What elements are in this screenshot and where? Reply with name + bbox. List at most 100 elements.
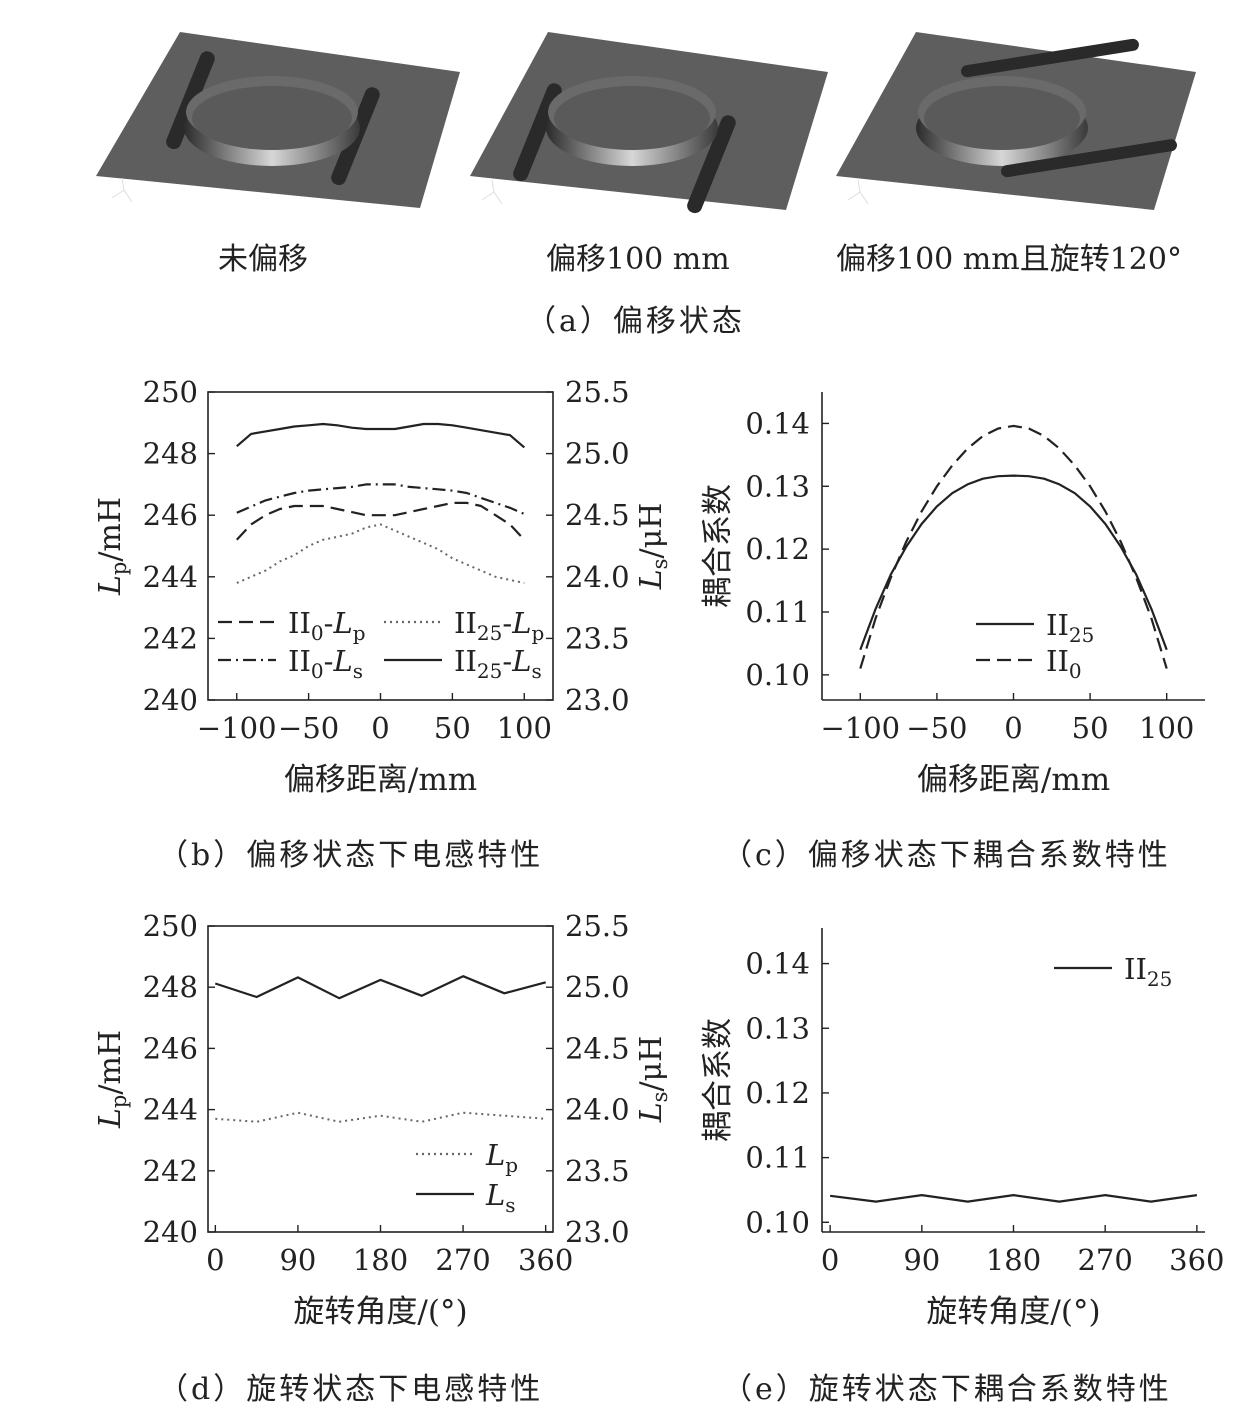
- legend-b-1-label-part: L: [511, 606, 531, 640]
- caption-e: （e）旋转状态下耦合系数特性: [722, 1372, 1172, 1407]
- x-tick-label: 50: [434, 711, 471, 745]
- y-right-tick-label: 24.0: [565, 1093, 630, 1127]
- series-line-II25-Lp: [236, 523, 525, 584]
- legend-c-1-label: II0: [1046, 644, 1082, 683]
- legend-d-0-label-part: L: [485, 1138, 505, 1172]
- y-left-title-sub: p: [107, 1095, 131, 1108]
- x-tick-label: −50: [278, 711, 339, 745]
- y-right-tick-label: 24.5: [565, 1031, 630, 1065]
- y-left-tick-label: 242: [143, 621, 198, 655]
- coil-render-2: [470, 32, 828, 214]
- y-right-title-var: L: [634, 569, 669, 590]
- panel-a-label-3: 偏移100 mm且旋转120°: [836, 242, 1182, 277]
- y-left-tick-label: 248: [143, 970, 198, 1004]
- y-right-tick-label: 23.5: [565, 621, 630, 655]
- legend-c-0-label-part: 25: [1069, 623, 1094, 647]
- legend-b-2-label-part: L: [332, 644, 352, 678]
- legend-b-2-label-part: s: [353, 659, 363, 683]
- legend-b-3-label: II25-Ls: [454, 644, 542, 683]
- y-right-tick-label: 25.0: [565, 970, 630, 1004]
- y-right-tick-label: 23.5: [565, 1154, 630, 1188]
- y-left-tick-label: 244: [143, 1093, 198, 1127]
- legend-b-0-label-part: 0: [311, 621, 324, 645]
- y-left-tick-label: 240: [143, 1215, 198, 1249]
- panel-a-label-1: 未偏移: [218, 242, 308, 277]
- x-tick-label: 180: [353, 1243, 408, 1277]
- series-line-II25-Ls: [236, 422, 526, 449]
- y-right-tick-label: 25.0: [565, 437, 630, 471]
- y-axis-title: 耦合系数: [700, 1018, 736, 1142]
- legend-b-0-label-part: p: [353, 621, 366, 645]
- coil-render-3: [836, 32, 1196, 210]
- y-tick-label: 0.14: [745, 406, 810, 440]
- legend-b-3-label-part: 25: [477, 659, 502, 683]
- x-tick-label: 0: [821, 1243, 839, 1277]
- y-right-title-var: L: [634, 1102, 669, 1123]
- x-axis-title: 旋转角度/(°): [926, 1294, 1100, 1330]
- x-tick-label: 360: [1169, 1243, 1224, 1277]
- y-right-tick-label: 23.0: [565, 683, 630, 717]
- legend-b-1-label-part: II: [454, 606, 477, 640]
- legend-d-1-label-part: L: [485, 1178, 505, 1212]
- y-right-title-sub: s: [648, 559, 672, 570]
- x-tick-label: 100: [1139, 711, 1194, 745]
- y-tick-label: 0.11: [745, 1141, 810, 1175]
- y-right-axis-title: Ls/μH: [634, 503, 672, 590]
- legend-d-0-label-part: p: [505, 1153, 518, 1177]
- panel-a-label-2: 偏移100 mm: [546, 242, 730, 277]
- y-left-axis-title: Lp/mH: [93, 497, 131, 596]
- legend-c-0-label: II25: [1046, 608, 1094, 647]
- x-tick-label: 0: [371, 711, 389, 745]
- caption-d: （d）旋转状态下电感特性: [158, 1372, 544, 1407]
- series-line-II25: [859, 474, 1168, 651]
- legend-b-0-label: II0-Lp: [288, 606, 366, 645]
- legend-d-1-label-part: s: [505, 1193, 515, 1217]
- legend-b-1-label-part: 25: [477, 621, 502, 645]
- y-left-title-var: L: [93, 575, 128, 596]
- legend-c-1-label-part: II: [1046, 644, 1069, 678]
- legend-b-1-label: II25-Lp: [454, 606, 544, 645]
- legend-e-0-label: II25: [1124, 952, 1172, 991]
- y-left-tick-label: 250: [143, 909, 198, 943]
- y-tick-label: 0.10: [745, 1205, 810, 1239]
- legend-e-0-label-part: 25: [1147, 967, 1172, 991]
- y-tick-label: 0.14: [745, 947, 810, 981]
- legend-b-2-label: II0-Ls: [288, 644, 363, 683]
- y-left-title-sub: p: [107, 562, 131, 575]
- y-left-tick-label: 248: [143, 437, 198, 471]
- legend-d-1-label: Ls: [485, 1178, 516, 1217]
- legend-b-0-label-part: -: [324, 606, 334, 640]
- series-line-Ls: [214, 975, 546, 1000]
- legend-b-0-label-part: L: [332, 606, 352, 640]
- legend-c-1-label-part: 0: [1069, 659, 1082, 683]
- series-line-Lp: [215, 1111, 546, 1123]
- y-left-title-unit: /mH: [93, 1030, 128, 1095]
- y-tick-label: 0.13: [745, 469, 810, 503]
- series-line-II0-Ls: [236, 483, 525, 516]
- caption-c: （c）偏移状态下耦合系数特性: [722, 838, 1171, 873]
- y-tick-label: 0.12: [745, 1076, 810, 1110]
- x-axis-title: 偏移距离/mm: [284, 762, 477, 798]
- x-tick-label: 360: [518, 1243, 573, 1277]
- y-right-tick-label: 23.0: [565, 1215, 630, 1249]
- x-tick-label: 0: [1004, 711, 1022, 745]
- panel-a-caption: （a）偏移状态: [526, 304, 745, 339]
- y-left-title-var: L: [93, 1108, 128, 1129]
- legend-b-3-label-part: -: [502, 644, 512, 678]
- y-left-tick-label: 246: [143, 498, 198, 532]
- y-right-title-unit: /μH: [634, 503, 669, 559]
- y-right-tick-label: 25.5: [565, 375, 630, 409]
- legend-b-3-label-part: s: [531, 659, 541, 683]
- y-right-title-unit: /μH: [634, 1036, 669, 1092]
- x-tick-label: 270: [435, 1243, 490, 1277]
- x-tick-label: 90: [903, 1243, 940, 1277]
- x-axis-title: 偏移距离/mm: [917, 762, 1110, 798]
- series-line-II0: [859, 424, 1168, 669]
- y-left-tick-label: 250: [143, 375, 198, 409]
- legend-b-2-label-part: -: [324, 644, 334, 678]
- legend-d-0-label: Lp: [485, 1138, 518, 1177]
- x-tick-label: 180: [986, 1243, 1041, 1277]
- coil-render-1: [96, 32, 460, 208]
